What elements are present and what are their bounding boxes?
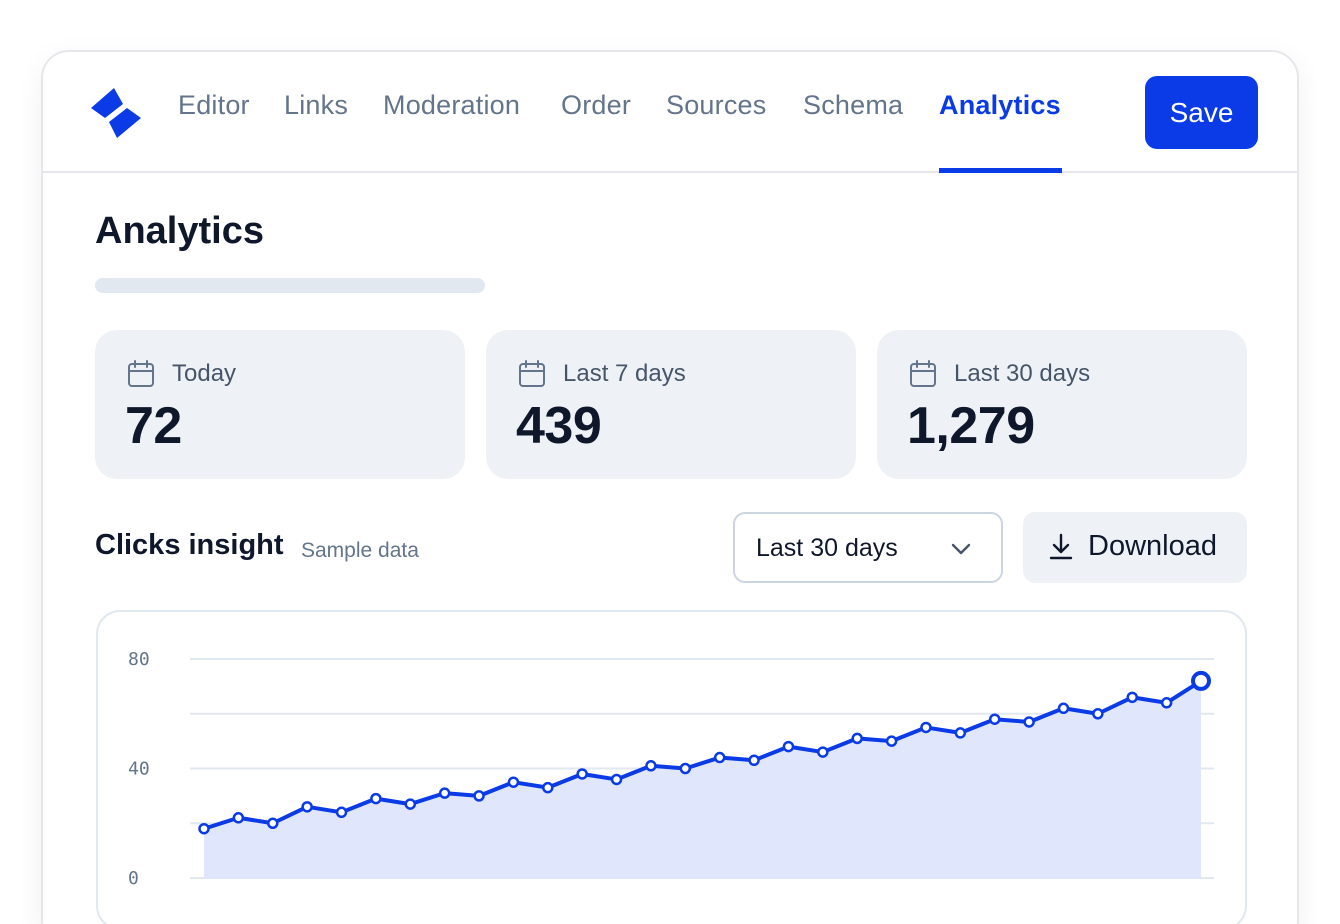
- data-point: [473, 790, 485, 802]
- nav-tab-moderation[interactable]: Moderation: [383, 90, 521, 120]
- nav-tab-analytics[interactable]: Analytics: [939, 90, 1061, 120]
- stat-card-last-30-days: Last 30 days 1,279: [877, 330, 1247, 479]
- data-point: [576, 768, 588, 780]
- data-point: [954, 727, 967, 739]
- stat-value: 72: [125, 397, 182, 455]
- loading-skeleton-bar: [95, 278, 485, 293]
- calendar-icon: [519, 360, 545, 387]
- active-tab-indicator: [939, 168, 1062, 173]
- section-title: Clicks insight: [95, 529, 284, 561]
- download-button[interactable]: Download: [1023, 512, 1247, 583]
- data-point: [713, 751, 726, 764]
- data-point: [1023, 716, 1035, 728]
- date-range-select[interactable]: Last 30 days: [733, 512, 1003, 583]
- stat-label: Last 7 days: [563, 360, 686, 387]
- page-title: Analytics: [95, 210, 264, 252]
- y-tick-label: 80: [128, 649, 150, 670]
- chevron-down-icon: [951, 543, 971, 555]
- data-point: [301, 801, 313, 813]
- data-point: [1057, 702, 1070, 715]
- data-point: [335, 806, 348, 819]
- stat-card-last-7-days: Last 7 days 439: [486, 330, 856, 479]
- data-point: [1160, 697, 1173, 709]
- data-point: [232, 812, 245, 824]
- top-navigation-bar: Editor Links Moderation Order Sources Sc…: [43, 52, 1297, 173]
- save-button[interactable]: Save: [1145, 76, 1258, 149]
- date-range-value: Last 30 days: [756, 534, 898, 562]
- data-point: [1092, 708, 1104, 720]
- latest-data-point: [1191, 670, 1211, 691]
- stat-card-today: Today 72: [95, 330, 465, 479]
- data-point: [748, 754, 760, 767]
- data-point: [198, 822, 210, 835]
- data-point: [507, 776, 520, 788]
- data-point: [988, 713, 1001, 725]
- stat-value: 1,279: [907, 397, 1035, 455]
- brand-logo-icon[interactable]: [87, 86, 143, 140]
- clicks-chart: 0 40 80: [96, 610, 1247, 924]
- clicks-chart-svg: 0 40 80: [128, 649, 1214, 889]
- data-point: [370, 792, 382, 805]
- series-area: [204, 680, 1201, 878]
- data-point: [610, 773, 623, 786]
- y-tick-label: 0: [128, 868, 139, 889]
- nav-tab-links[interactable]: Links: [284, 90, 349, 120]
- stat-label: Last 30 days: [954, 360, 1091, 387]
- data-point: [1126, 691, 1138, 704]
- y-tick-label: 40: [128, 759, 150, 780]
- data-point: [438, 787, 451, 799]
- section-subtitle: Sample data: [301, 539, 419, 562]
- analytics-card: Editor Links Moderation Order Sources Sc…: [41, 50, 1299, 924]
- series-line: [202, 678, 1203, 831]
- nav-tab-sources[interactable]: Sources: [666, 90, 767, 120]
- download-icon: [1049, 533, 1073, 560]
- data-point: [851, 732, 863, 745]
- calendar-icon: [128, 360, 154, 387]
- data-point: [920, 721, 932, 734]
- nav-tab-order[interactable]: Order: [561, 90, 632, 120]
- data-point: [267, 817, 279, 829]
- data-point: [679, 762, 692, 775]
- data-point: [645, 760, 657, 772]
- data-point: [542, 781, 554, 794]
- data-point: [404, 798, 417, 810]
- nav-tab-editor[interactable]: Editor: [178, 90, 250, 120]
- stat-label: Today: [172, 360, 237, 387]
- data-point: [885, 735, 898, 747]
- calendar-icon: [910, 360, 936, 387]
- data-point: [817, 746, 829, 758]
- download-label: Download: [1088, 530, 1217, 562]
- data-point: [782, 740, 795, 753]
- stat-value: 439: [516, 397, 602, 455]
- nav-tab-schema[interactable]: Schema: [803, 90, 904, 120]
